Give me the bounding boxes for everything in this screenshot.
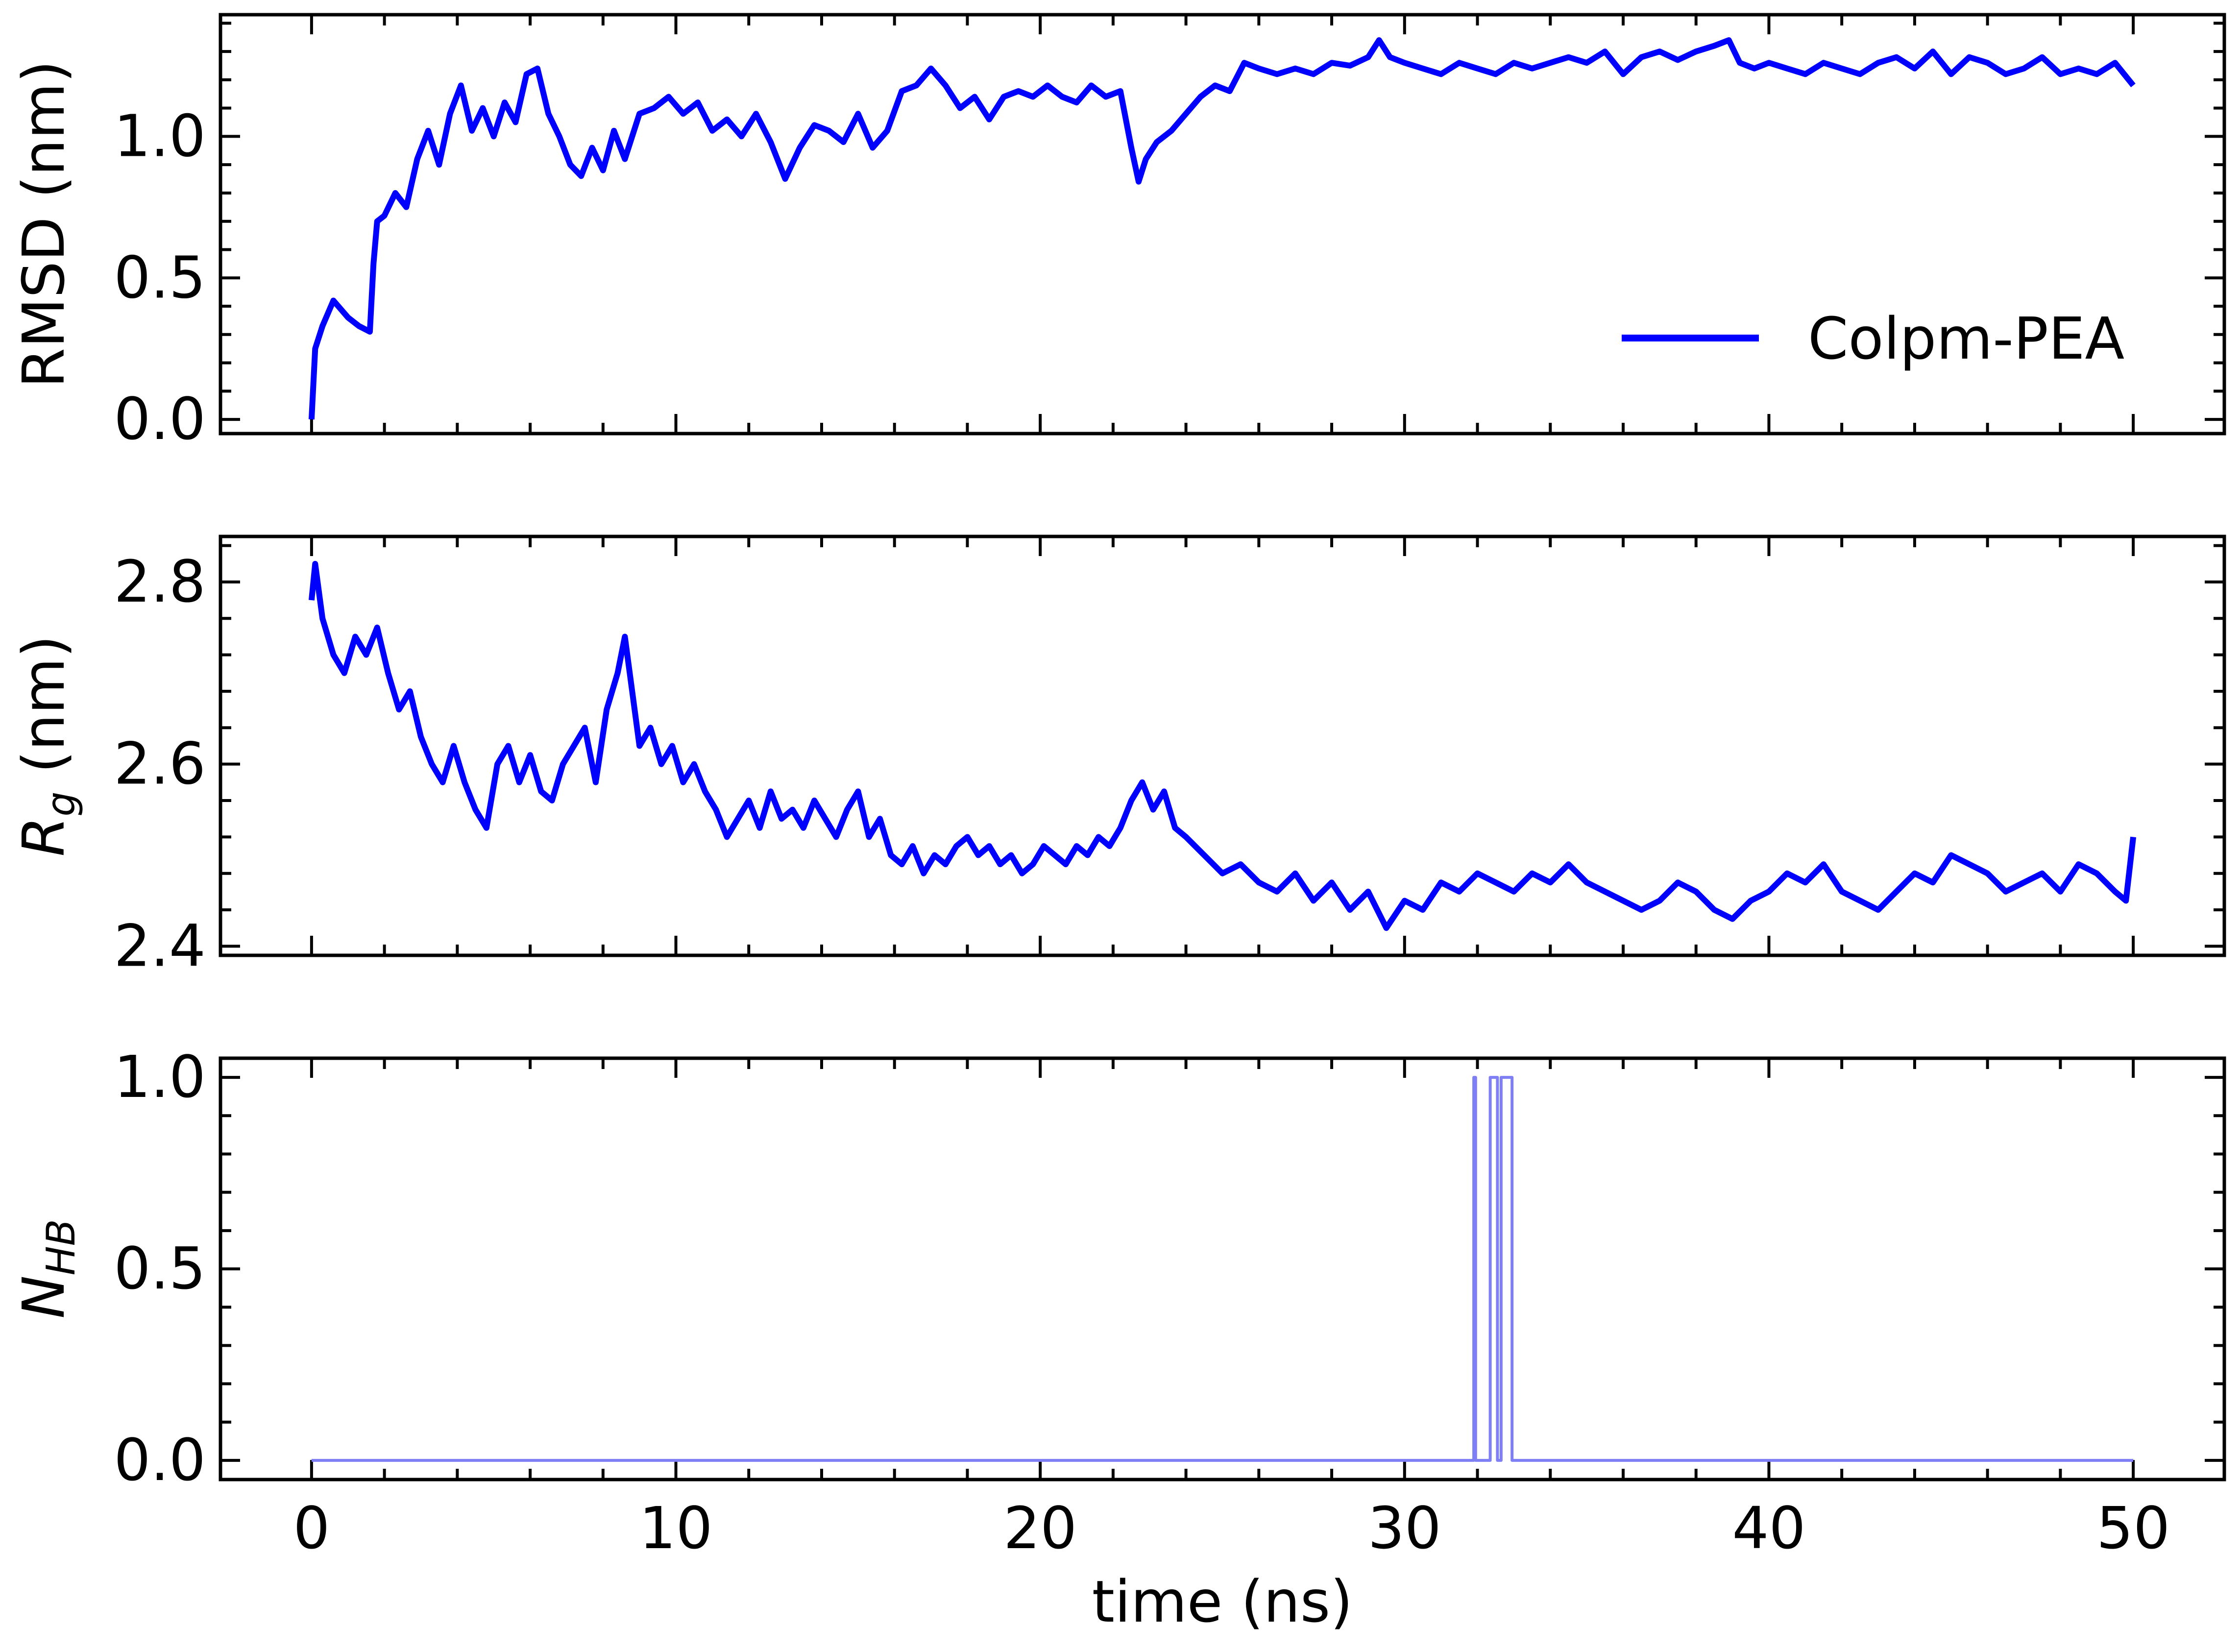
plot-frame	[219, 534, 2226, 957]
x-tick-label: 0	[293, 1494, 330, 1562]
plot-frame	[219, 13, 2226, 436]
panel-rg: Rg (nm) 2.4 2.6 2.8	[10, 534, 2226, 979]
y-tick-label: 2.8	[114, 548, 206, 615]
x-tick-label: 20	[1003, 1494, 1077, 1562]
y-tick-label: 0.5	[114, 1235, 206, 1302]
series-line	[308, 560, 2137, 931]
panel-nhb: NHB time (ns) 0.0 0.5 1.0 0 10 20 30 40 50	[10, 1043, 2226, 1635]
series-line	[308, 37, 2136, 420]
rmsd-axis-label: RMSD (nm)	[10, 60, 77, 388]
y-tick-label: 2.6	[114, 730, 206, 798]
series-line	[311, 1076, 2134, 1462]
x-tick-label: 40	[1732, 1494, 1805, 1562]
panel-rmsd: RMSD (nm) 0.0 0.5 1.0	[10, 13, 2226, 453]
plot-frame	[219, 1056, 2226, 1482]
legend: Colpm-PEA	[1622, 305, 2124, 372]
legend-entry-colpm-pea: Colpm-PEA	[1808, 305, 2124, 372]
nhb-axis-label: NHB	[10, 1219, 84, 1318]
y-tick-label: 0.0	[114, 1426, 206, 1494]
rg-axis-label: Rg (nm)	[10, 635, 84, 856]
y-tick-label: 0.5	[114, 243, 206, 311]
y-tick-label: 1.0	[114, 102, 206, 170]
y-tick-label: 0.0	[114, 385, 206, 453]
x-tick-label: 30	[1368, 1494, 1441, 1562]
y-tick-label: 2.4	[114, 912, 206, 979]
y-tick-label: 1.0	[114, 1043, 206, 1111]
x-tick-label: 50	[2096, 1494, 2170, 1562]
x-tick-label: 10	[639, 1494, 712, 1562]
x-axis-label: time (ns)	[1092, 1568, 1353, 1635]
